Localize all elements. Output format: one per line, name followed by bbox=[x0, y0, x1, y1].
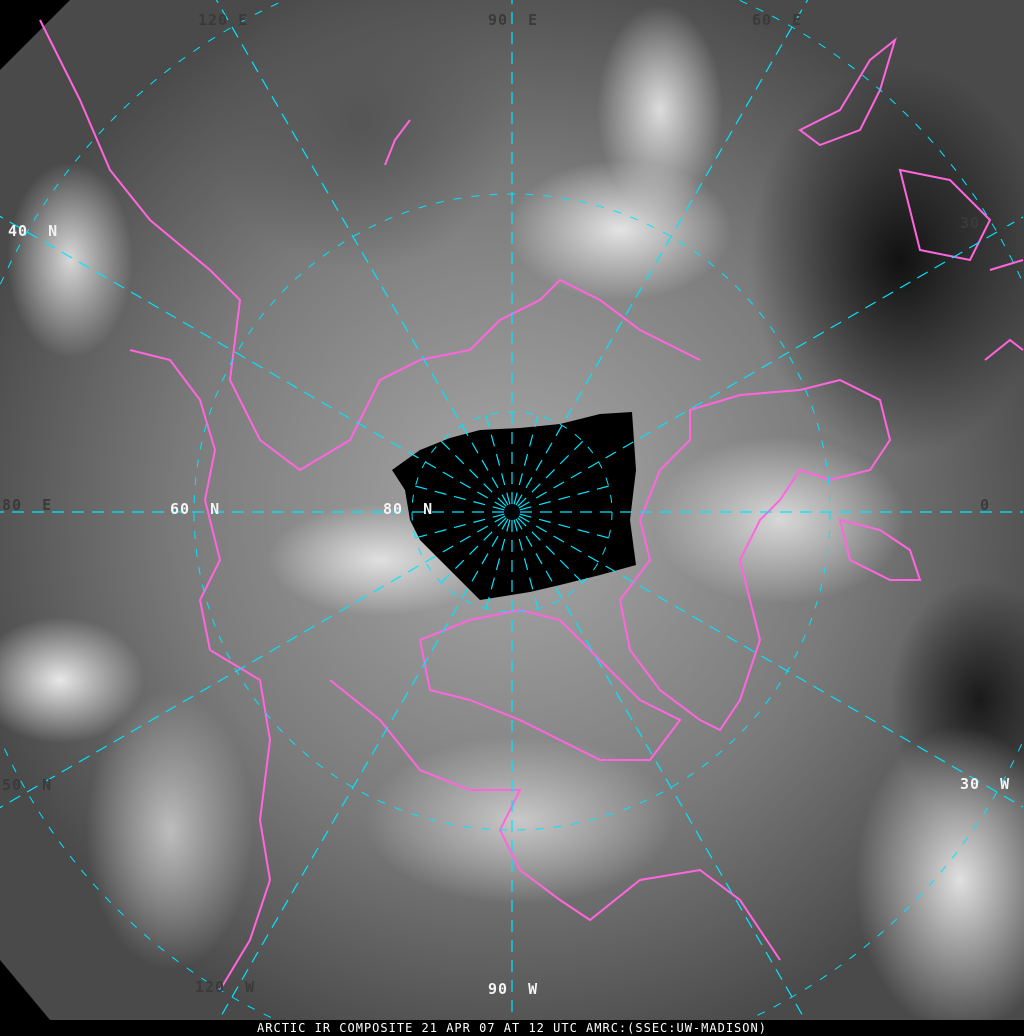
lon-label-0: 0 bbox=[980, 496, 991, 514]
lon-label-30w: 30 W bbox=[960, 775, 1011, 793]
meridian-line bbox=[485, 415, 511, 505]
lat-label-80n: 80 N bbox=[383, 500, 434, 518]
coastline-north-america bbox=[129, 349, 781, 991]
lat-label-40n: 40 N bbox=[8, 222, 59, 240]
lat-label-60n: 60 N bbox=[170, 500, 221, 518]
meridian-line bbox=[440, 517, 507, 584]
lat-label-50n: 50 N bbox=[2, 776, 53, 794]
lon-label-60e: 60 E bbox=[752, 11, 803, 29]
coastline-eurasia bbox=[39, 19, 701, 472]
meridian-line bbox=[415, 513, 505, 539]
meridian-line bbox=[519, 485, 609, 511]
latitude-circle bbox=[411, 411, 613, 613]
coastlines bbox=[39, 19, 1024, 991]
meridian-line bbox=[517, 517, 584, 584]
coastline-greenland bbox=[618, 378, 892, 732]
lon-label-120w: 120 W bbox=[195, 978, 256, 996]
meridian-line bbox=[485, 519, 511, 609]
coastline-novaya-zemlya bbox=[384, 119, 411, 166]
lon-label-120e: 120 E bbox=[198, 11, 249, 29]
meridian-line bbox=[415, 485, 505, 511]
lon-label-180: 80 E bbox=[2, 496, 53, 514]
meridian-line bbox=[515, 0, 809, 506]
meridian-line bbox=[518, 515, 1024, 808]
meridian-line bbox=[513, 519, 539, 609]
lon-label-90e: 90 E bbox=[488, 11, 539, 29]
meridian-line bbox=[518, 216, 1024, 509]
meridian-line bbox=[517, 440, 584, 507]
image-caption: ARCTIC IR COMPOSITE 21 APR 07 AT 12 UTC … bbox=[0, 1020, 1024, 1036]
coastline-scandinavia bbox=[798, 37, 992, 262]
polar-no-data-region bbox=[392, 412, 636, 600]
lon-label-90w: 90 W bbox=[488, 980, 539, 998]
coastline-canadian-archipelago bbox=[418, 608, 682, 761]
meridian-line bbox=[513, 415, 539, 505]
meridian-line bbox=[440, 440, 507, 507]
meridian-line bbox=[215, 0, 509, 506]
meridian-line bbox=[218, 518, 509, 1020]
meridian-line bbox=[515, 518, 806, 1020]
meridian-line bbox=[0, 515, 506, 809]
lon-label-30e: 30 E bbox=[960, 214, 1011, 232]
meridian-line bbox=[0, 215, 506, 509]
coastline-iceland-uk bbox=[838, 259, 1024, 581]
meridian-line bbox=[519, 513, 609, 539]
